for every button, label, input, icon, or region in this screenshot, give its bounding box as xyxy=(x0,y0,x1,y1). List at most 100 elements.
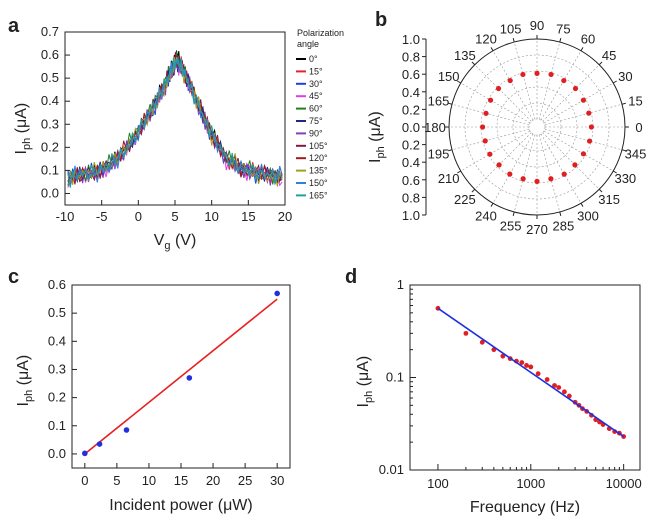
panel-b-angle-label: 345 xyxy=(625,146,647,161)
panel-b-angle-labels: 0153045607590105120135150165180195210225… xyxy=(424,18,646,237)
panel-b-grid-spoke xyxy=(513,41,536,120)
panel-b-point xyxy=(580,97,587,103)
panel-b-angle-tick xyxy=(448,102,453,105)
panel-d-point xyxy=(519,360,525,365)
panel-d-xtick-label: 100 xyxy=(427,476,449,491)
panel-b-radial-label: 0.2 xyxy=(402,102,420,117)
panel-b-angle-tick xyxy=(612,80,617,84)
panel-a-xtick-label: 20 xyxy=(278,209,292,224)
panel-b-grid-spoke xyxy=(542,64,600,122)
panel-b-angle-tick xyxy=(512,38,515,43)
panel-b-grid-spoke xyxy=(492,50,534,121)
panel-b-point xyxy=(480,124,486,130)
panel-a-legend-label: 0° xyxy=(309,54,318,64)
panel-c-xtick-label: 20 xyxy=(206,473,220,488)
panel-a-legend: 0° 15° 30° 45° 60° 75° 90° 105° 120° 135° 150° 165° xyxy=(296,54,328,200)
panel-b-angle-label: 285 xyxy=(553,219,575,234)
panel-b-ylabel: Iph (μA) xyxy=(367,111,387,163)
panel-a-legend-label: 135° xyxy=(309,166,328,176)
panel-b-angle-tick xyxy=(490,202,494,207)
panel-a-legend-label: 75° xyxy=(309,116,323,126)
panel-label-d: d xyxy=(345,266,357,288)
panel-c-xlabel-main: Incident power xyxy=(109,497,214,514)
panel-d-xlabel-unit: (Hz) xyxy=(545,499,580,516)
panel-c-xtick-label: 30 xyxy=(270,473,284,488)
panel-d-ytick-label: 1 xyxy=(397,277,404,292)
panel-b-angle-tick xyxy=(612,170,617,174)
panel-b-grid-spoke xyxy=(451,128,530,151)
panel-b-point xyxy=(548,71,554,78)
panel-b-angle-label: 75 xyxy=(556,21,570,36)
panel-b-angle-label: 330 xyxy=(614,171,636,186)
panel-b-point xyxy=(507,171,513,177)
panel-d-ytick-label: 0.1 xyxy=(386,370,404,385)
panel-a-series-group xyxy=(67,50,283,188)
panel-b-grid-spoke xyxy=(474,132,532,190)
panel-d-ticks: 100 1000 10000 0.01 0.1 1 xyxy=(379,277,642,491)
panel-b-angle-label: 225 xyxy=(454,192,476,207)
panel-d-point xyxy=(528,364,534,370)
panel-b-point xyxy=(586,110,592,116)
panel-b-radial-label: 1.0 xyxy=(402,32,420,47)
panel-b-angle-label: 210 xyxy=(438,171,460,186)
panel-a-ytick-label: 0.7 xyxy=(41,24,59,39)
panel-a-legend-label: 30° xyxy=(309,79,323,89)
panel-b-radial-label: 0.2 xyxy=(402,138,420,153)
panel-b-grid-spoke xyxy=(460,82,531,124)
panel-b-angle-tick xyxy=(471,61,476,66)
panel-b-point xyxy=(487,151,493,157)
panel-b-angle-label: 60 xyxy=(581,32,595,47)
panel-d-ylabel-sub: ph xyxy=(363,391,375,403)
panel-b-radial-label: 0.0 xyxy=(402,120,420,135)
panel-b-angle-label: 165 xyxy=(428,94,450,109)
panel-b-points xyxy=(480,70,595,184)
panel-a-legend-label: 15° xyxy=(309,66,323,76)
panel-b-angle-label: 135 xyxy=(454,48,476,63)
panel-a-series-line xyxy=(67,58,283,186)
panel-a-xlabel-sub: g xyxy=(164,240,170,252)
panel-b-radial-label: 0.4 xyxy=(402,155,420,170)
panel-c-ytick-label: 0.0 xyxy=(48,446,66,461)
panel-b-point xyxy=(534,70,540,76)
panel-b-angle-tick xyxy=(559,38,562,43)
panel-d-point xyxy=(561,389,567,395)
panel-b-grid-spoke xyxy=(542,132,600,190)
panel-b-angle-label: 315 xyxy=(598,192,620,207)
panel-d-xlabel: Frequency (Hz) xyxy=(470,499,580,516)
panel-c-ytick-label: 0.3 xyxy=(48,361,66,376)
panel-d-point xyxy=(556,385,562,390)
panel-b-angle-label: 15 xyxy=(628,94,642,109)
panel-b-angle-label: 255 xyxy=(500,219,522,234)
panel-a-legend-title-1: Polarization xyxy=(297,28,344,38)
panel-c-chart: 0 5 10 15 20 25 30 0.0 0.1 0.2 0.3 0.4 0.5 0.6 Iph (μ… xyxy=(15,277,291,514)
panel-a-series-line xyxy=(67,58,283,184)
panel-b-grid-spoke xyxy=(451,103,530,126)
panel-b-angle-label: 240 xyxy=(475,208,497,223)
panel-b-grid-spoke xyxy=(460,130,531,172)
panel-a-xtick-label: 15 xyxy=(241,209,255,224)
panel-a-ytick-label: 0.6 xyxy=(41,47,59,62)
panel-a-legend-label: 165° xyxy=(309,190,328,200)
panel-d-xlabel-main: Frequency xyxy=(470,499,546,516)
panel-b-grid-circle xyxy=(464,54,610,200)
panel-b-angle-label: 30 xyxy=(618,69,632,84)
panel-a-series-line xyxy=(67,56,283,187)
panel-c-xtick-label: 15 xyxy=(174,473,188,488)
panel-a-ytick-label: 0.2 xyxy=(41,139,59,154)
panel-c-point xyxy=(123,427,130,433)
panel-d-fit-line xyxy=(437,307,625,438)
panel-b-angle-tick xyxy=(598,188,603,193)
panel-a-xlabel: Vg (V) xyxy=(154,232,197,252)
panel-b-point xyxy=(487,97,494,103)
panel-b-point xyxy=(548,176,554,182)
panel-b-grid-spoke xyxy=(544,128,623,151)
panel-a-series-line xyxy=(67,58,283,183)
panel-b-grid-spoke xyxy=(538,41,561,120)
panel-b-angle-tick xyxy=(457,170,462,174)
panel-b-radial-label: 0.6 xyxy=(402,67,420,82)
panel-a-legend-label: 120° xyxy=(309,153,328,163)
panel-a-series-line xyxy=(67,57,283,188)
panel-b-radial-label: 0.8 xyxy=(402,190,420,205)
panel-b-angle-label: 120 xyxy=(475,32,497,47)
